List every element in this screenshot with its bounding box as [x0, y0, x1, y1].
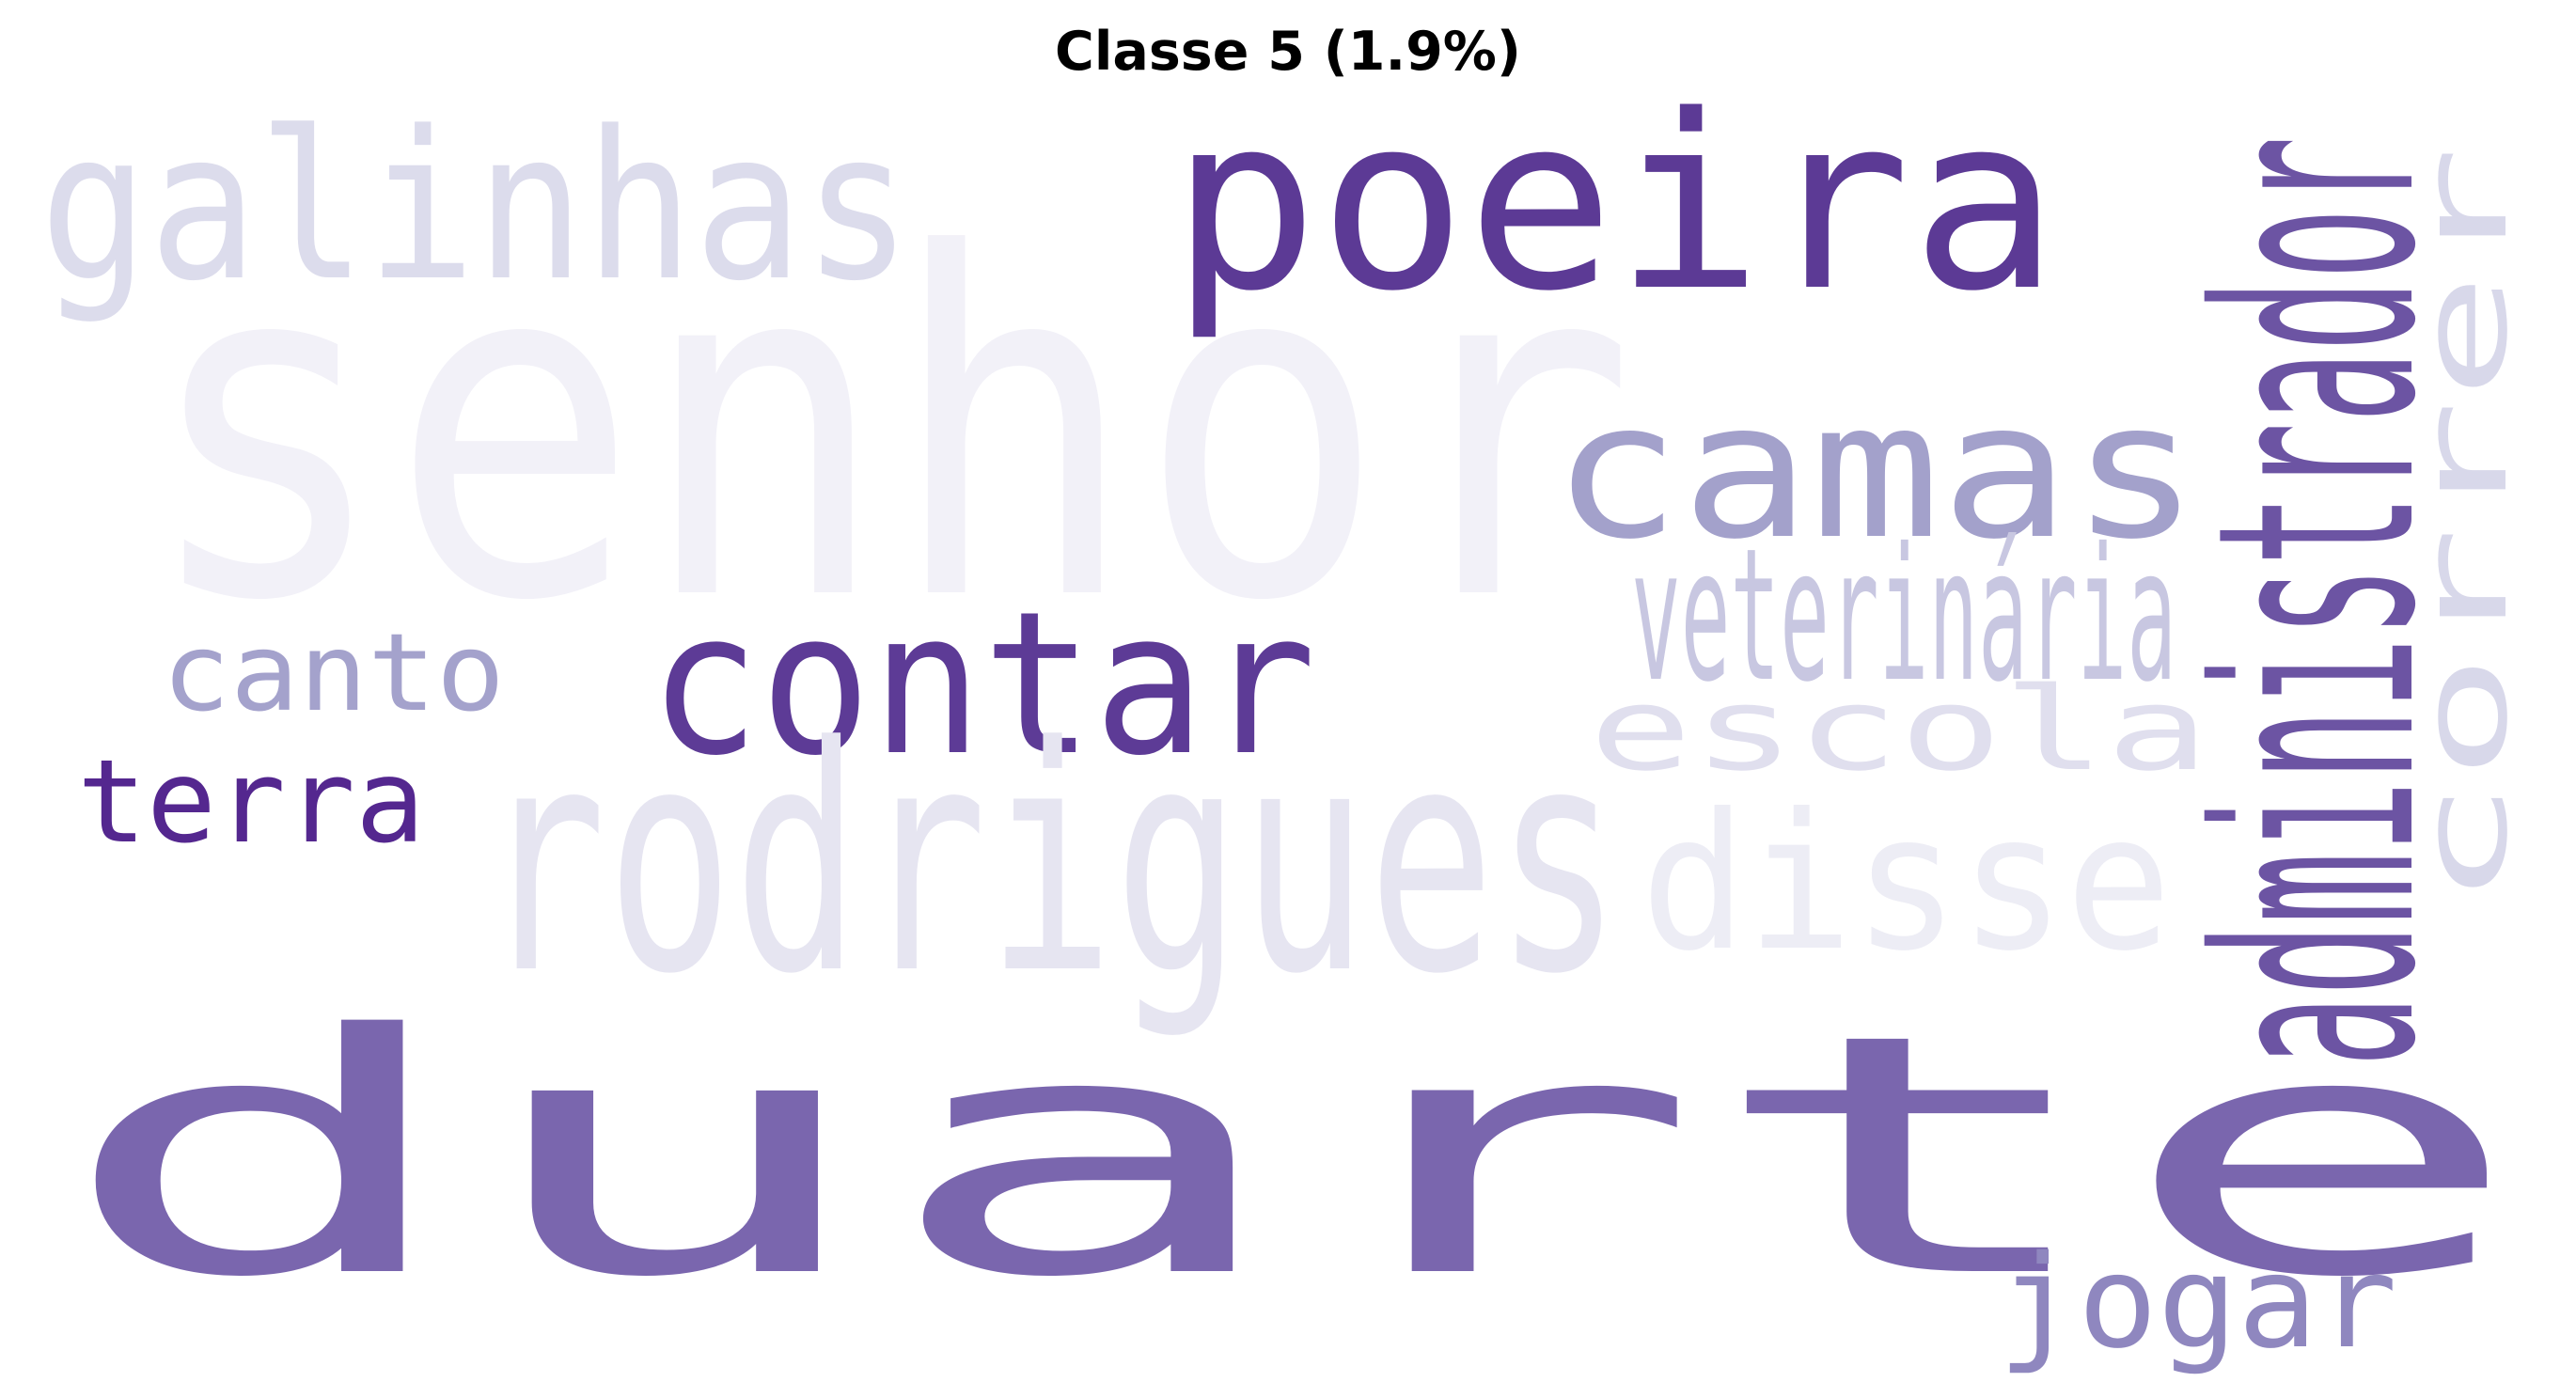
word-disse: terra — [77, 735, 425, 869]
figure-title: Classe 5 (1.9%) — [1055, 21, 1521, 83]
word-veterinaria: correr — [2395, 146, 2535, 907]
word-senhor: senhor — [141, 156, 1636, 703]
word-galinhas: galinhas — [39, 88, 912, 326]
word-poeira: poeira — [1170, 64, 2059, 344]
word-canto: veterinária — [1631, 509, 2176, 722]
word-contar: camas — [1551, 362, 2200, 581]
word-camas: administrador — [2160, 136, 2476, 1067]
word-jogar: disse — [1641, 774, 2172, 993]
word-terra: canto — [162, 610, 505, 735]
word-duarte: rodrigues — [479, 681, 1622, 1042]
word-administrador: duarte — [55, 965, 2527, 1350]
word-rodrigues: escola — [1589, 663, 2209, 796]
word-escola: contar — [649, 569, 1316, 799]
word-correr: jogar — [1998, 1229, 2397, 1377]
